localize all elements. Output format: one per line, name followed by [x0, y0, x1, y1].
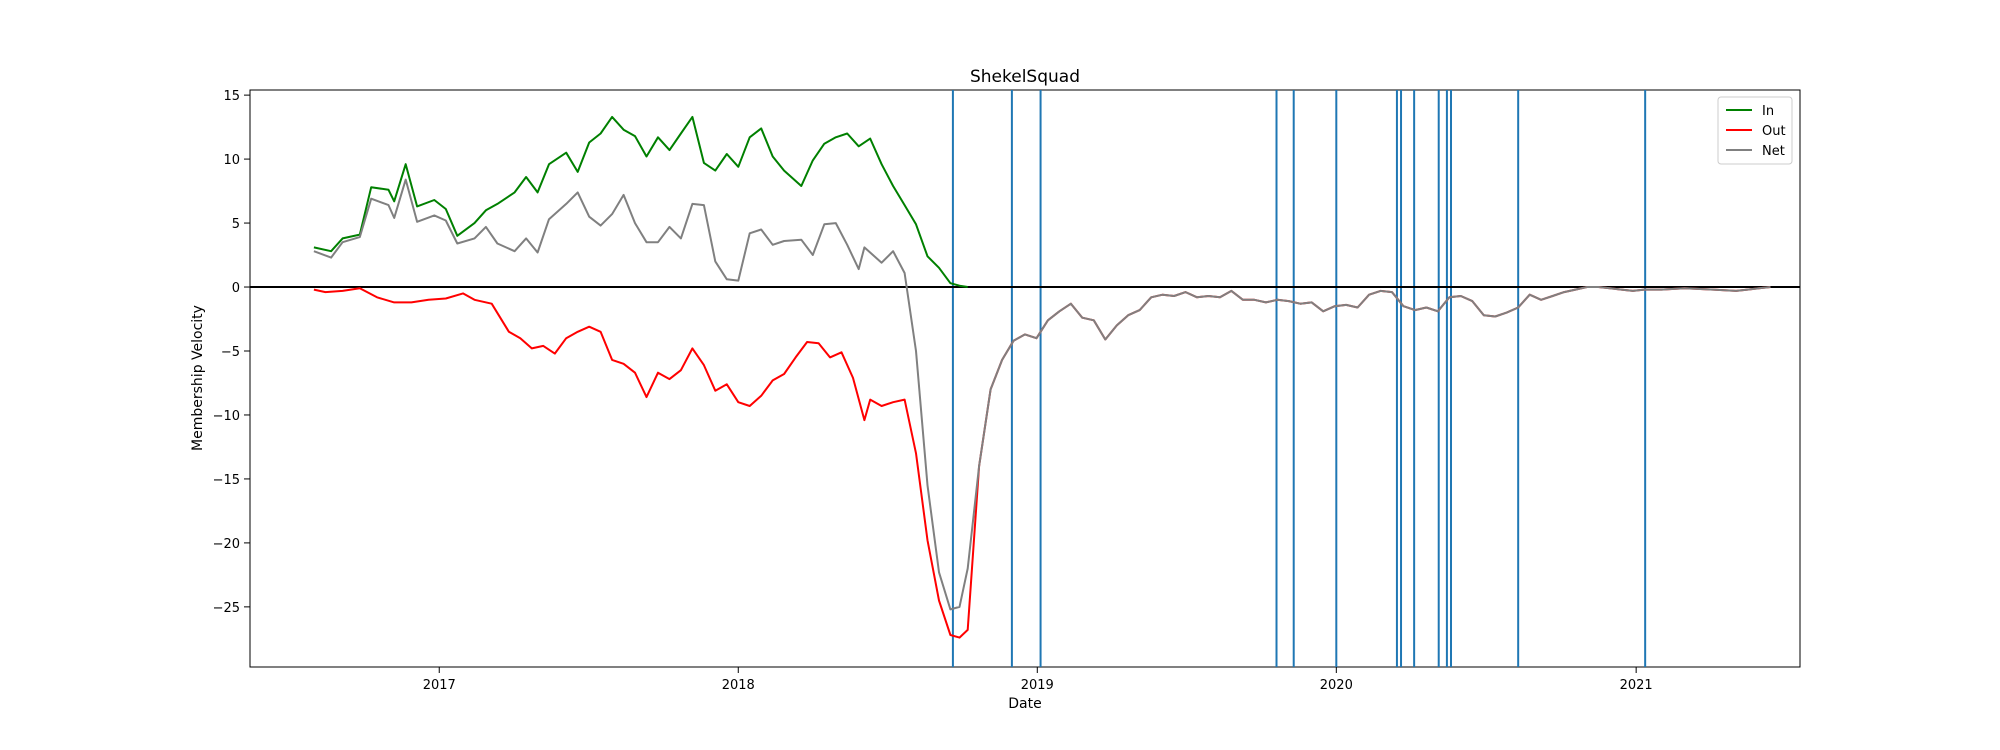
- legend: In Out Net: [1717, 96, 1793, 165]
- legend-label-net: Net: [1762, 144, 1785, 159]
- series-line-in: [313, 115, 968, 288]
- y-tick-label: −5: [221, 345, 240, 360]
- legend-label-in: In: [1762, 104, 1774, 119]
- x-tick-label: 2021: [1620, 678, 1653, 693]
- chart-title: ShekelSquad: [970, 67, 1080, 87]
- y-tick-label: 10: [223, 153, 240, 168]
- y-axis-label: Membership Velocity: [190, 305, 206, 451]
- x-axis-label: Date: [1008, 696, 1041, 712]
- x-tick-label: 2019: [1021, 678, 1054, 693]
- x-tick-label: 2018: [722, 678, 755, 693]
- x-tick-label: 2020: [1320, 678, 1353, 693]
- y-tick-label: 5: [232, 217, 240, 232]
- y-tick-label: −20: [213, 537, 240, 552]
- series-group: [313, 115, 1771, 639]
- series-line-net: [313, 178, 1771, 611]
- x-axis: 2017 2018 2019 2020 2021: [423, 667, 1653, 693]
- y-tick-label: −10: [213, 409, 240, 424]
- series-line-out: [313, 286, 1771, 639]
- legend-label-out: Out: [1762, 124, 1786, 139]
- y-axis: 15 10 5 0 −5 −10 −15 −20 −25: [213, 89, 250, 616]
- legend-box: [1717, 96, 1793, 165]
- y-tick-label: −25: [213, 601, 240, 616]
- y-tick-label: 15: [223, 89, 240, 104]
- plot-area-frame: [249, 89, 1801, 668]
- y-tick-label: 0: [232, 281, 240, 296]
- event-lines: [951, 90, 1647, 667]
- x-tick-label: 2017: [423, 678, 456, 693]
- y-tick-label: −15: [213, 473, 240, 488]
